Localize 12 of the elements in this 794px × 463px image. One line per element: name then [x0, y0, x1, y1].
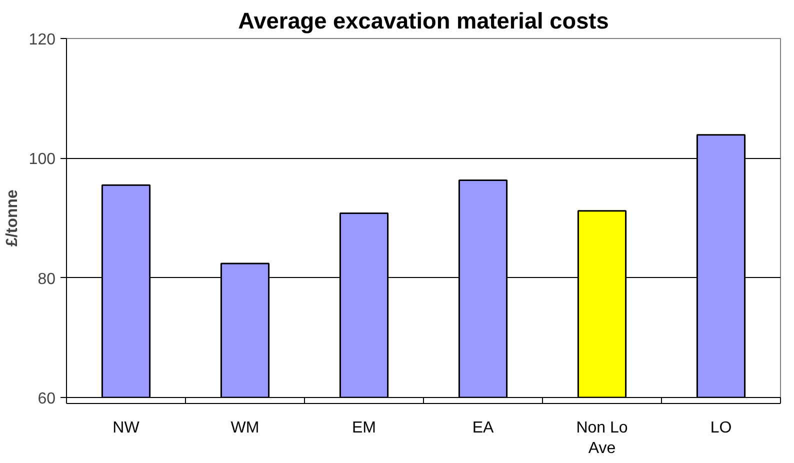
y-tick-label: 60: [38, 390, 56, 408]
y-axis-title: £/tonne: [4, 189, 21, 246]
x-tick-label: WM: [230, 420, 260, 436]
y-tick-label: 100: [28, 151, 56, 168]
x-tick-label: LO: [710, 420, 732, 436]
y-tick-label: 120: [28, 32, 56, 48]
x-tick-label: EM: [352, 420, 376, 436]
y-tick-label: 80: [38, 270, 56, 288]
x-tick-label: NW: [112, 420, 140, 436]
chart-title: Average excavation material costs: [238, 8, 609, 34]
x-tick-label: EA: [472, 420, 494, 436]
x-tick-label: Non Lo Ave: [576, 420, 628, 457]
